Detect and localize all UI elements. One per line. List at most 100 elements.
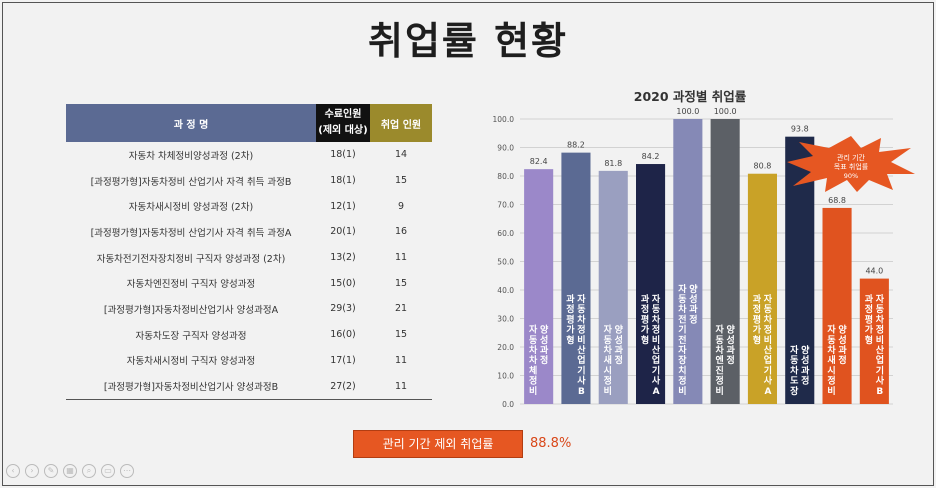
header-completed-note: (제외 대상) [318, 125, 368, 136]
row-employed: 16 [394, 226, 408, 238]
category-label: 자 동 차 차 체 정 비양 성 과 정 [529, 324, 549, 397]
header-course: 과 정 명 [66, 104, 316, 142]
table-row: [과정평가형]자동차정비산업기사 양성과정A 29(3) 21 [66, 296, 432, 322]
row-employed: 15 [394, 277, 408, 289]
y-tick-label: 70.0 [497, 201, 514, 210]
y-tick-label: 10.0 [497, 372, 514, 381]
category-label: 과 정 평 가 형자 동 차 정 비 산 업 기 사 B [865, 293, 885, 397]
category-label: 과 정 평 가 형자 동 차 정 비 산 업 기 사 A [641, 293, 661, 397]
category-labels: 자 동 차 차 체 정 비양 성 과 정 과 정 평 가 형자 동 차 정 비 산 업 기 사 B 자 동 차 새 시 정 비양 성 과 정 과 정 평… [529, 283, 885, 397]
subtitle-icon[interactable]: ▭ [101, 464, 115, 478]
bar [747, 173, 777, 404]
row-course: 자동차도장 구직자 양성과정 [135, 330, 247, 342]
row-completed: 20(1) [330, 226, 356, 238]
y-axis-ticks: 0.0 10.0 20.0 30.0 40.0 50.0 60.0 70.0 80.0 90.0 1… [493, 115, 515, 409]
bar [598, 170, 628, 404]
bar-value-label: 81.8 [604, 159, 622, 168]
category-label: 자 동 차 엔 진 정 비양 성 과 정 [716, 324, 736, 397]
slide-title: 취업률 현황 [367, 19, 569, 63]
bar-value-label: 82.4 [530, 157, 548, 166]
category-label: 자 동 차 새 시 정 비양 성 과 정 [604, 324, 624, 397]
course-table: 과 정 명 수료인원 (제외 대상) 취업 인원 자동차 차체정비양성과정 (2… [66, 104, 432, 400]
bar [524, 169, 554, 404]
bar-series [524, 119, 889, 405]
row-course: [과정평가형]자동차정비산업기사 양성과정A [103, 304, 279, 316]
row-completed: 18(1) [330, 175, 356, 187]
row-employed: 14 [394, 149, 408, 161]
y-tick-label: 30.0 [497, 315, 514, 324]
callout-line-2: 목표 취업률 [834, 163, 869, 171]
prev-icon[interactable]: ‹ [6, 464, 20, 478]
bar [710, 119, 740, 404]
row-course: 자동차전기전자장치정비 구직자 양성과정 (2차) [96, 253, 286, 265]
bar-value-label: 44.0 [865, 267, 883, 276]
table-row: 자동차엔진정비 구직자 양성과정 15(0) 15 [66, 270, 432, 296]
row-completed: 13(2) [330, 252, 356, 264]
row-course: 자동차새시정비 양성과정 (2차) [128, 202, 254, 214]
category-label: 자 동 차 도 장양 성 과 정 [790, 344, 810, 397]
bar [673, 119, 703, 404]
callout-line-1: 관리 기간 [837, 153, 866, 162]
callout-line-3: 90% [844, 172, 858, 180]
overall-rate-value: 88.8% [530, 436, 572, 451]
category-label: 자 동 차 전 기 전 자 장 치 정 비양 성 과 정 [678, 283, 698, 397]
more-icon[interactable]: ⋯ [120, 464, 134, 478]
row-employed: 11 [394, 354, 408, 366]
category-label: 자 동 차 새 시 정 비양 성 과 정 [827, 324, 847, 397]
y-tick-label: 80.0 [497, 172, 514, 181]
y-tick-label: 60.0 [497, 229, 514, 238]
row-course: [과정평가형]자동차정비산업기사 양성과정B [66, 373, 316, 400]
header-employed: 취업 인원 [370, 104, 432, 142]
header-completed: 수료인원 (제외 대상) [316, 104, 370, 142]
bar-value-label: 93.8 [791, 125, 809, 134]
row-employed: 11 [370, 373, 432, 400]
next-icon[interactable]: › [25, 464, 39, 478]
row-course: 자동차새시정비 구직자 양성과정 [126, 356, 256, 368]
row-employed: 9 [397, 200, 405, 212]
row-employed: 21 [394, 303, 408, 315]
grid-icon[interactable]: ▦ [63, 464, 77, 478]
table-row: 자동차 차체정비양성과정 (2차) 18(1) 14 [66, 142, 432, 168]
row-course: [과정평가형]자동차정비 산업기사 자격 취득 과정B [90, 176, 292, 188]
row-course: 자동차 차체정비양성과정 (2차) [128, 150, 254, 162]
bar-value-label: 84.2 [642, 152, 660, 161]
row-employed: 15 [394, 329, 408, 341]
table-row: 자동차전기전자장치정비 구직자 양성과정 (2차) 13(2) 11 [66, 245, 432, 271]
bar-value-label: 100.0 [714, 107, 737, 116]
zoom-icon[interactable]: ⌕ [82, 464, 96, 478]
category-label: 과 정 평 가 형자 동 차 정 비 산 업 기 사 A [753, 293, 773, 397]
row-completed: 17(1) [330, 354, 356, 366]
category-label: 과 정 평 가 형자 동 차 정 비 산 업 기 사 B [566, 293, 586, 397]
y-tick-label: 0.0 [502, 400, 514, 409]
table-header-row: 과 정 명 수료인원 (제외 대상) 취업 인원 [66, 104, 432, 142]
bar-value-label: 68.8 [828, 196, 846, 205]
employment-rate-chart: 2020 과정별 취업률 0.0 10.0 20.0 30.0 40.0 50.0 60.0… [493, 89, 893, 409]
value-labels: 82.4 88.2 81.8 84.2 100.0 100.0 80.8 93.8 68.8 44… [530, 107, 884, 276]
row-completed: 27(2) [316, 373, 370, 400]
row-course: [과정평가형]자동차정비 산업기사 자격 취득 과정A [90, 227, 292, 239]
table-row: 자동차새시정비 구직자 양성과정 17(1) 11 [66, 348, 432, 374]
table-body: 자동차 차체정비양성과정 (2차) 18(1) 14 [과정평가형]자동차정비 산업기… [66, 142, 432, 400]
y-tick-label: 90.0 [497, 144, 514, 153]
table-row: [과정평가형]자동차정비 산업기사 자격 취득 과정A 20(1) 16 [66, 219, 432, 245]
bar-value-label: 100.0 [676, 107, 699, 116]
row-completed: 18(1) [330, 149, 356, 161]
bar [561, 152, 591, 404]
row-course: 자동차엔진정비 구직자 양성과정 [126, 279, 256, 291]
y-tick-label: 40.0 [497, 286, 514, 295]
table-row: 자동차도장 구직자 양성과정 16(0) 15 [66, 322, 432, 348]
bar-value-label: 88.2 [567, 141, 585, 150]
row-employed: 15 [394, 175, 408, 187]
table-row: [과정평가형]자동차정비산업기사 양성과정B 27(2) 11 [66, 373, 432, 400]
pen-icon[interactable]: ✎ [44, 464, 58, 478]
overall-rate-label: 관리 기간 제외 취업률 [353, 430, 523, 458]
header-completed-label: 수료인원 [324, 109, 362, 120]
bar [822, 207, 852, 404]
row-completed: 16(0) [330, 329, 356, 341]
y-tick-label: 100.0 [493, 115, 515, 124]
row-completed: 29(3) [330, 303, 356, 315]
table-row: [과정평가형]자동차정비 산업기사 자격 취득 과정B 18(1) 15 [66, 168, 432, 194]
bar [859, 278, 889, 404]
y-tick-label: 50.0 [497, 258, 514, 267]
